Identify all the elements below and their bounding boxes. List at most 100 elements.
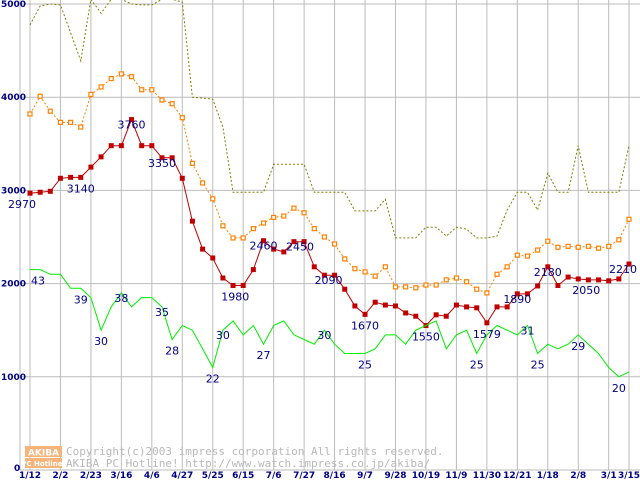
data-label: 25 bbox=[358, 359, 372, 372]
y-tick-label: 5000 bbox=[1, 0, 26, 10]
data-point-marker bbox=[575, 244, 581, 250]
data-point-marker bbox=[626, 261, 632, 267]
copyright-text: Copyright(c)2003 impress corporation All… bbox=[66, 445, 444, 458]
data-point-marker bbox=[291, 239, 297, 245]
data-point-marker bbox=[443, 277, 449, 283]
data-point-marker bbox=[392, 284, 399, 290]
data-point-marker bbox=[463, 279, 470, 285]
data-point-marker bbox=[301, 239, 307, 245]
data-label: 30 bbox=[94, 335, 108, 348]
data-point-marker bbox=[68, 119, 74, 125]
data-point-marker bbox=[118, 71, 124, 77]
data-point-marker bbox=[545, 238, 551, 244]
x-tick-label: 3/16 bbox=[110, 471, 132, 480]
data-point-marker bbox=[321, 272, 327, 278]
data-point-marker bbox=[413, 313, 419, 319]
data-point-marker bbox=[179, 115, 185, 121]
y-tick-label: 0 bbox=[14, 464, 20, 474]
data-point-marker bbox=[220, 275, 226, 281]
data-point-marker bbox=[585, 243, 591, 249]
data-label: 2180 bbox=[534, 266, 562, 279]
data-point-marker bbox=[342, 286, 348, 292]
data-labels: 2970 3140 3760 3350 1980 2460 2450 2090 1670 1550… bbox=[8, 119, 637, 395]
data-point-marker bbox=[118, 143, 124, 149]
data-point-marker bbox=[68, 174, 74, 180]
x-tick-label: 2/8 bbox=[570, 471, 586, 480]
data-point-marker bbox=[433, 312, 439, 318]
data-point-marker bbox=[606, 278, 612, 284]
x-tick-label: 9/28 bbox=[384, 471, 406, 480]
data-point-marker bbox=[291, 205, 297, 211]
data-point-marker bbox=[362, 269, 368, 275]
data-point-marker bbox=[545, 264, 551, 270]
data-point-marker bbox=[37, 189, 43, 195]
data-point-marker bbox=[311, 264, 317, 270]
data-label: 29 bbox=[571, 340, 585, 353]
data-point-marker bbox=[169, 155, 175, 161]
data-point-marker bbox=[210, 255, 216, 261]
x-tick-label: 5/25 bbox=[202, 471, 224, 480]
data-point-marker bbox=[392, 303, 398, 309]
data-point-marker bbox=[98, 84, 104, 90]
data-point-marker bbox=[575, 276, 581, 282]
data-label: 2460 bbox=[250, 240, 278, 253]
gridlines bbox=[19, 0, 640, 471]
data-point-marker bbox=[596, 277, 602, 283]
data-point-marker bbox=[606, 243, 612, 249]
data-label: 30 bbox=[216, 329, 230, 342]
data-point-marker bbox=[129, 117, 135, 123]
data-point-marker bbox=[250, 226, 256, 232]
data-point-marker bbox=[352, 303, 358, 309]
data-point-marker bbox=[27, 190, 33, 196]
data-point-marker bbox=[453, 275, 460, 281]
data-point-marker bbox=[504, 304, 510, 310]
data-point-marker bbox=[372, 299, 378, 305]
data-point-marker bbox=[433, 282, 439, 288]
data-point-marker bbox=[240, 282, 246, 288]
x-tick-label: 7/6 bbox=[266, 471, 282, 480]
data-point-marker bbox=[220, 223, 226, 229]
data-point-marker bbox=[362, 311, 368, 317]
data-point-marker bbox=[281, 213, 287, 219]
data-point-marker bbox=[555, 244, 561, 250]
data-point-marker bbox=[524, 291, 530, 297]
data-point-marker bbox=[301, 210, 307, 216]
data-point-marker bbox=[139, 87, 145, 93]
data-point-marker bbox=[403, 284, 409, 290]
data-point-marker bbox=[281, 249, 287, 255]
data-point-marker bbox=[78, 174, 84, 180]
data-point-marker bbox=[271, 214, 277, 221]
data-point-marker bbox=[271, 246, 277, 252]
data-label: 25 bbox=[531, 359, 545, 372]
data-point-marker bbox=[423, 282, 429, 288]
data-point-marker bbox=[321, 234, 328, 240]
data-point-marker bbox=[108, 143, 114, 149]
x-tick-label: 12/21 bbox=[503, 471, 531, 480]
data-point-marker bbox=[342, 256, 348, 262]
data-point-marker bbox=[149, 143, 155, 149]
data-label: 22 bbox=[206, 372, 220, 385]
data-point-marker bbox=[494, 271, 500, 277]
data-point-marker bbox=[565, 274, 571, 280]
data-point-marker bbox=[128, 74, 135, 80]
logo-box-bottom bbox=[25, 458, 62, 468]
y-tick-label: 4000 bbox=[1, 93, 26, 103]
data-point-marker bbox=[413, 285, 419, 291]
x-tick-label: 4/27 bbox=[171, 471, 193, 480]
data-point-marker bbox=[595, 245, 602, 251]
x-tick-label: 7/27 bbox=[293, 471, 315, 480]
data-point-marker bbox=[474, 305, 480, 311]
data-point-marker bbox=[474, 286, 480, 292]
watermark: AKIBA PC Hotline! Copyright(c)2003 impre… bbox=[21, 445, 443, 470]
data-point-marker bbox=[464, 304, 470, 310]
data-point-marker bbox=[524, 253, 531, 259]
data-point-marker bbox=[382, 264, 388, 270]
data-label: 25 bbox=[470, 359, 484, 372]
data-point-marker bbox=[352, 266, 358, 272]
data-point-marker bbox=[47, 188, 53, 194]
data-point-marker bbox=[159, 155, 165, 161]
data-point-marker bbox=[240, 235, 246, 241]
data-point-marker bbox=[382, 302, 388, 308]
